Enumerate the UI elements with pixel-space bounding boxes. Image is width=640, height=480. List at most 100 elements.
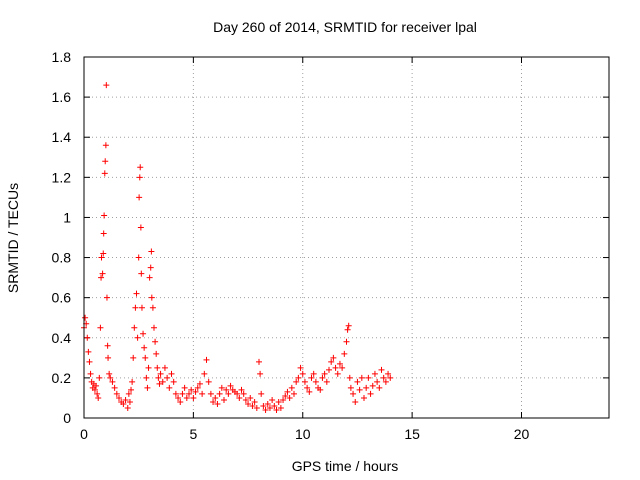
data-point <box>122 396 129 403</box>
data-point <box>143 374 150 381</box>
data-point <box>334 370 341 377</box>
data-point <box>190 394 197 401</box>
data-point <box>227 382 234 389</box>
data-point <box>168 370 175 377</box>
data-point <box>269 396 276 403</box>
data-point <box>266 404 273 411</box>
data-point <box>218 384 225 391</box>
data-point <box>138 304 145 311</box>
data-point <box>301 378 308 385</box>
data-point <box>358 374 365 381</box>
data-point <box>179 390 186 397</box>
data-point <box>100 250 107 257</box>
data-point <box>161 364 168 371</box>
data-point <box>249 402 256 409</box>
data-point <box>354 378 361 385</box>
data-point <box>284 388 291 395</box>
data-point <box>192 388 199 395</box>
data-point <box>277 404 284 411</box>
data-point <box>109 378 116 385</box>
data-point <box>107 374 114 381</box>
data-point <box>344 326 351 333</box>
data-point <box>201 370 208 377</box>
data-point <box>136 174 143 181</box>
data-point <box>293 378 300 385</box>
data-point <box>93 382 100 389</box>
x-tick-label: 5 <box>189 426 197 442</box>
data-point <box>297 364 304 371</box>
data-point <box>149 304 156 311</box>
data-point <box>194 384 201 391</box>
data-point <box>304 384 311 391</box>
data-point <box>156 380 163 387</box>
y-axis-label: SRMTID / TECUs <box>5 183 21 293</box>
data-point <box>183 394 190 401</box>
data-point <box>145 364 152 371</box>
data-point <box>236 394 243 401</box>
y-tick-label: 0 <box>63 410 71 426</box>
data-point <box>95 394 102 401</box>
data-point <box>260 402 267 409</box>
data-point <box>102 158 109 165</box>
x-axis-label: GPS time / hours <box>292 458 399 474</box>
data-point <box>336 360 343 367</box>
data-point <box>170 378 177 385</box>
data-point <box>172 390 179 397</box>
y-tick-label: 1.6 <box>52 89 72 105</box>
data-point <box>365 374 372 381</box>
y-tick-label: 0.8 <box>52 250 72 266</box>
data-point <box>131 324 138 331</box>
data-point <box>317 386 324 393</box>
data-point <box>199 390 206 397</box>
data-point <box>369 382 376 389</box>
y-tick-labels: 0 0.2 0.4 0.6 0.8 1 1.2 1.4 1.6 1.8 <box>52 49 72 426</box>
data-point <box>177 398 184 405</box>
data-point <box>345 322 352 329</box>
y-tick-label: 0.6 <box>52 290 72 306</box>
data-point <box>306 388 313 395</box>
data-point <box>203 356 210 363</box>
data-point <box>87 370 94 377</box>
data-point <box>128 386 135 393</box>
data-point <box>97 324 104 331</box>
data-point <box>234 390 241 397</box>
data-point <box>153 350 160 357</box>
y-tick-label: 1.4 <box>52 129 72 145</box>
data-point <box>256 358 262 365</box>
data-point <box>111 384 118 391</box>
data-point <box>106 370 113 377</box>
data-point <box>135 254 142 261</box>
plot-frame <box>83 56 610 419</box>
data-point <box>154 364 161 371</box>
data-point <box>346 374 353 381</box>
data-point <box>221 396 227 403</box>
data-point <box>103 294 110 301</box>
data-point <box>257 370 264 377</box>
data-point <box>116 394 122 401</box>
data-point <box>85 348 92 355</box>
data-point <box>352 398 359 405</box>
data-point <box>94 390 101 397</box>
data-point <box>310 370 317 377</box>
data-point <box>82 314 89 321</box>
data-point <box>105 354 112 361</box>
data-point <box>138 270 145 277</box>
data-point <box>134 334 141 341</box>
data-point <box>148 248 155 255</box>
data-point <box>282 392 289 399</box>
data-point <box>245 400 252 407</box>
data-point <box>164 374 171 381</box>
data-point <box>332 364 339 371</box>
data-point <box>356 386 363 393</box>
data-point <box>124 404 131 411</box>
data-point <box>186 390 192 397</box>
data-point <box>299 370 306 377</box>
data-point <box>142 354 149 361</box>
data-point <box>98 274 105 281</box>
data-point <box>275 398 282 405</box>
data-point <box>251 398 258 405</box>
y-tick-label: 0.4 <box>52 330 72 346</box>
data-point <box>238 386 245 393</box>
